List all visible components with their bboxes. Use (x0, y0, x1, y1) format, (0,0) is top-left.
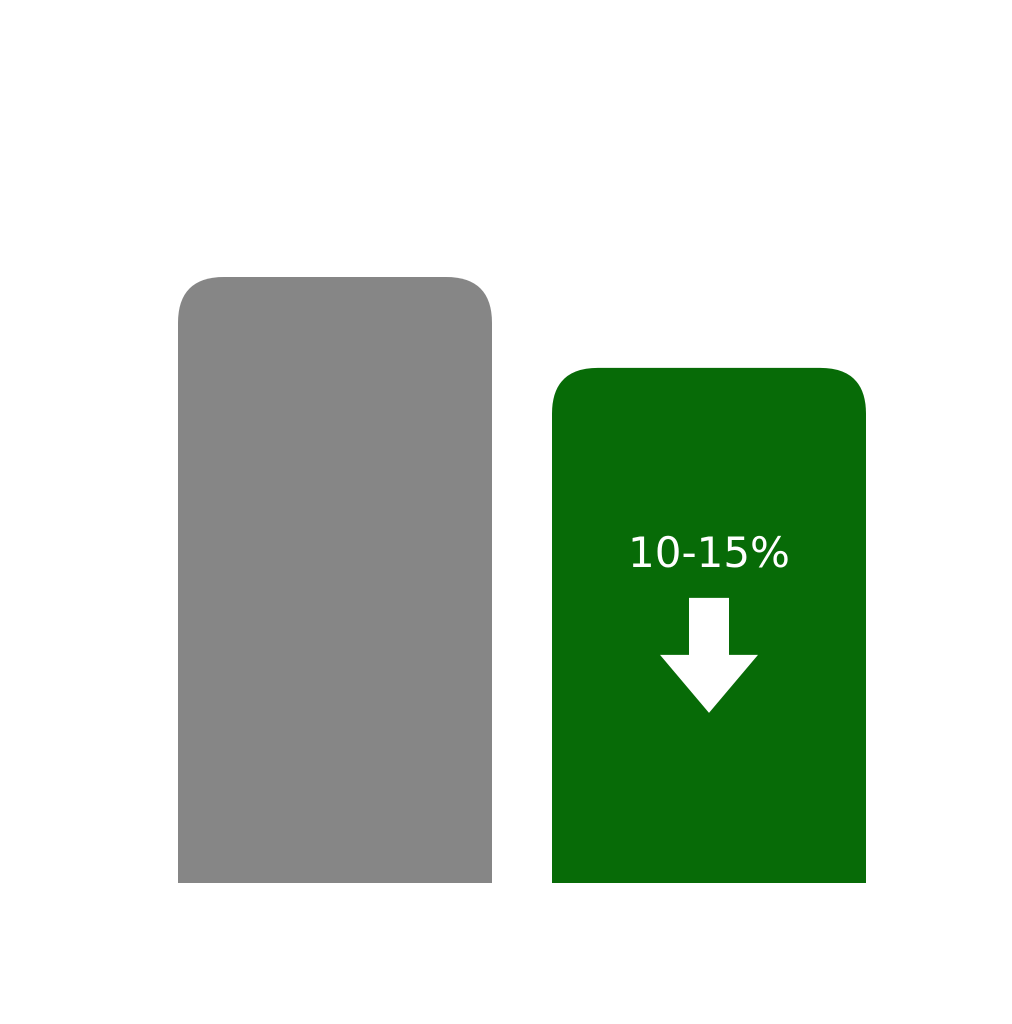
reduction-label: 10-15% (628, 528, 790, 577)
bars-layer (178, 277, 866, 883)
reduction-annotation: 10-15% (628, 528, 790, 713)
bar-1 (178, 277, 492, 883)
arrow-down-icon (660, 597, 758, 713)
